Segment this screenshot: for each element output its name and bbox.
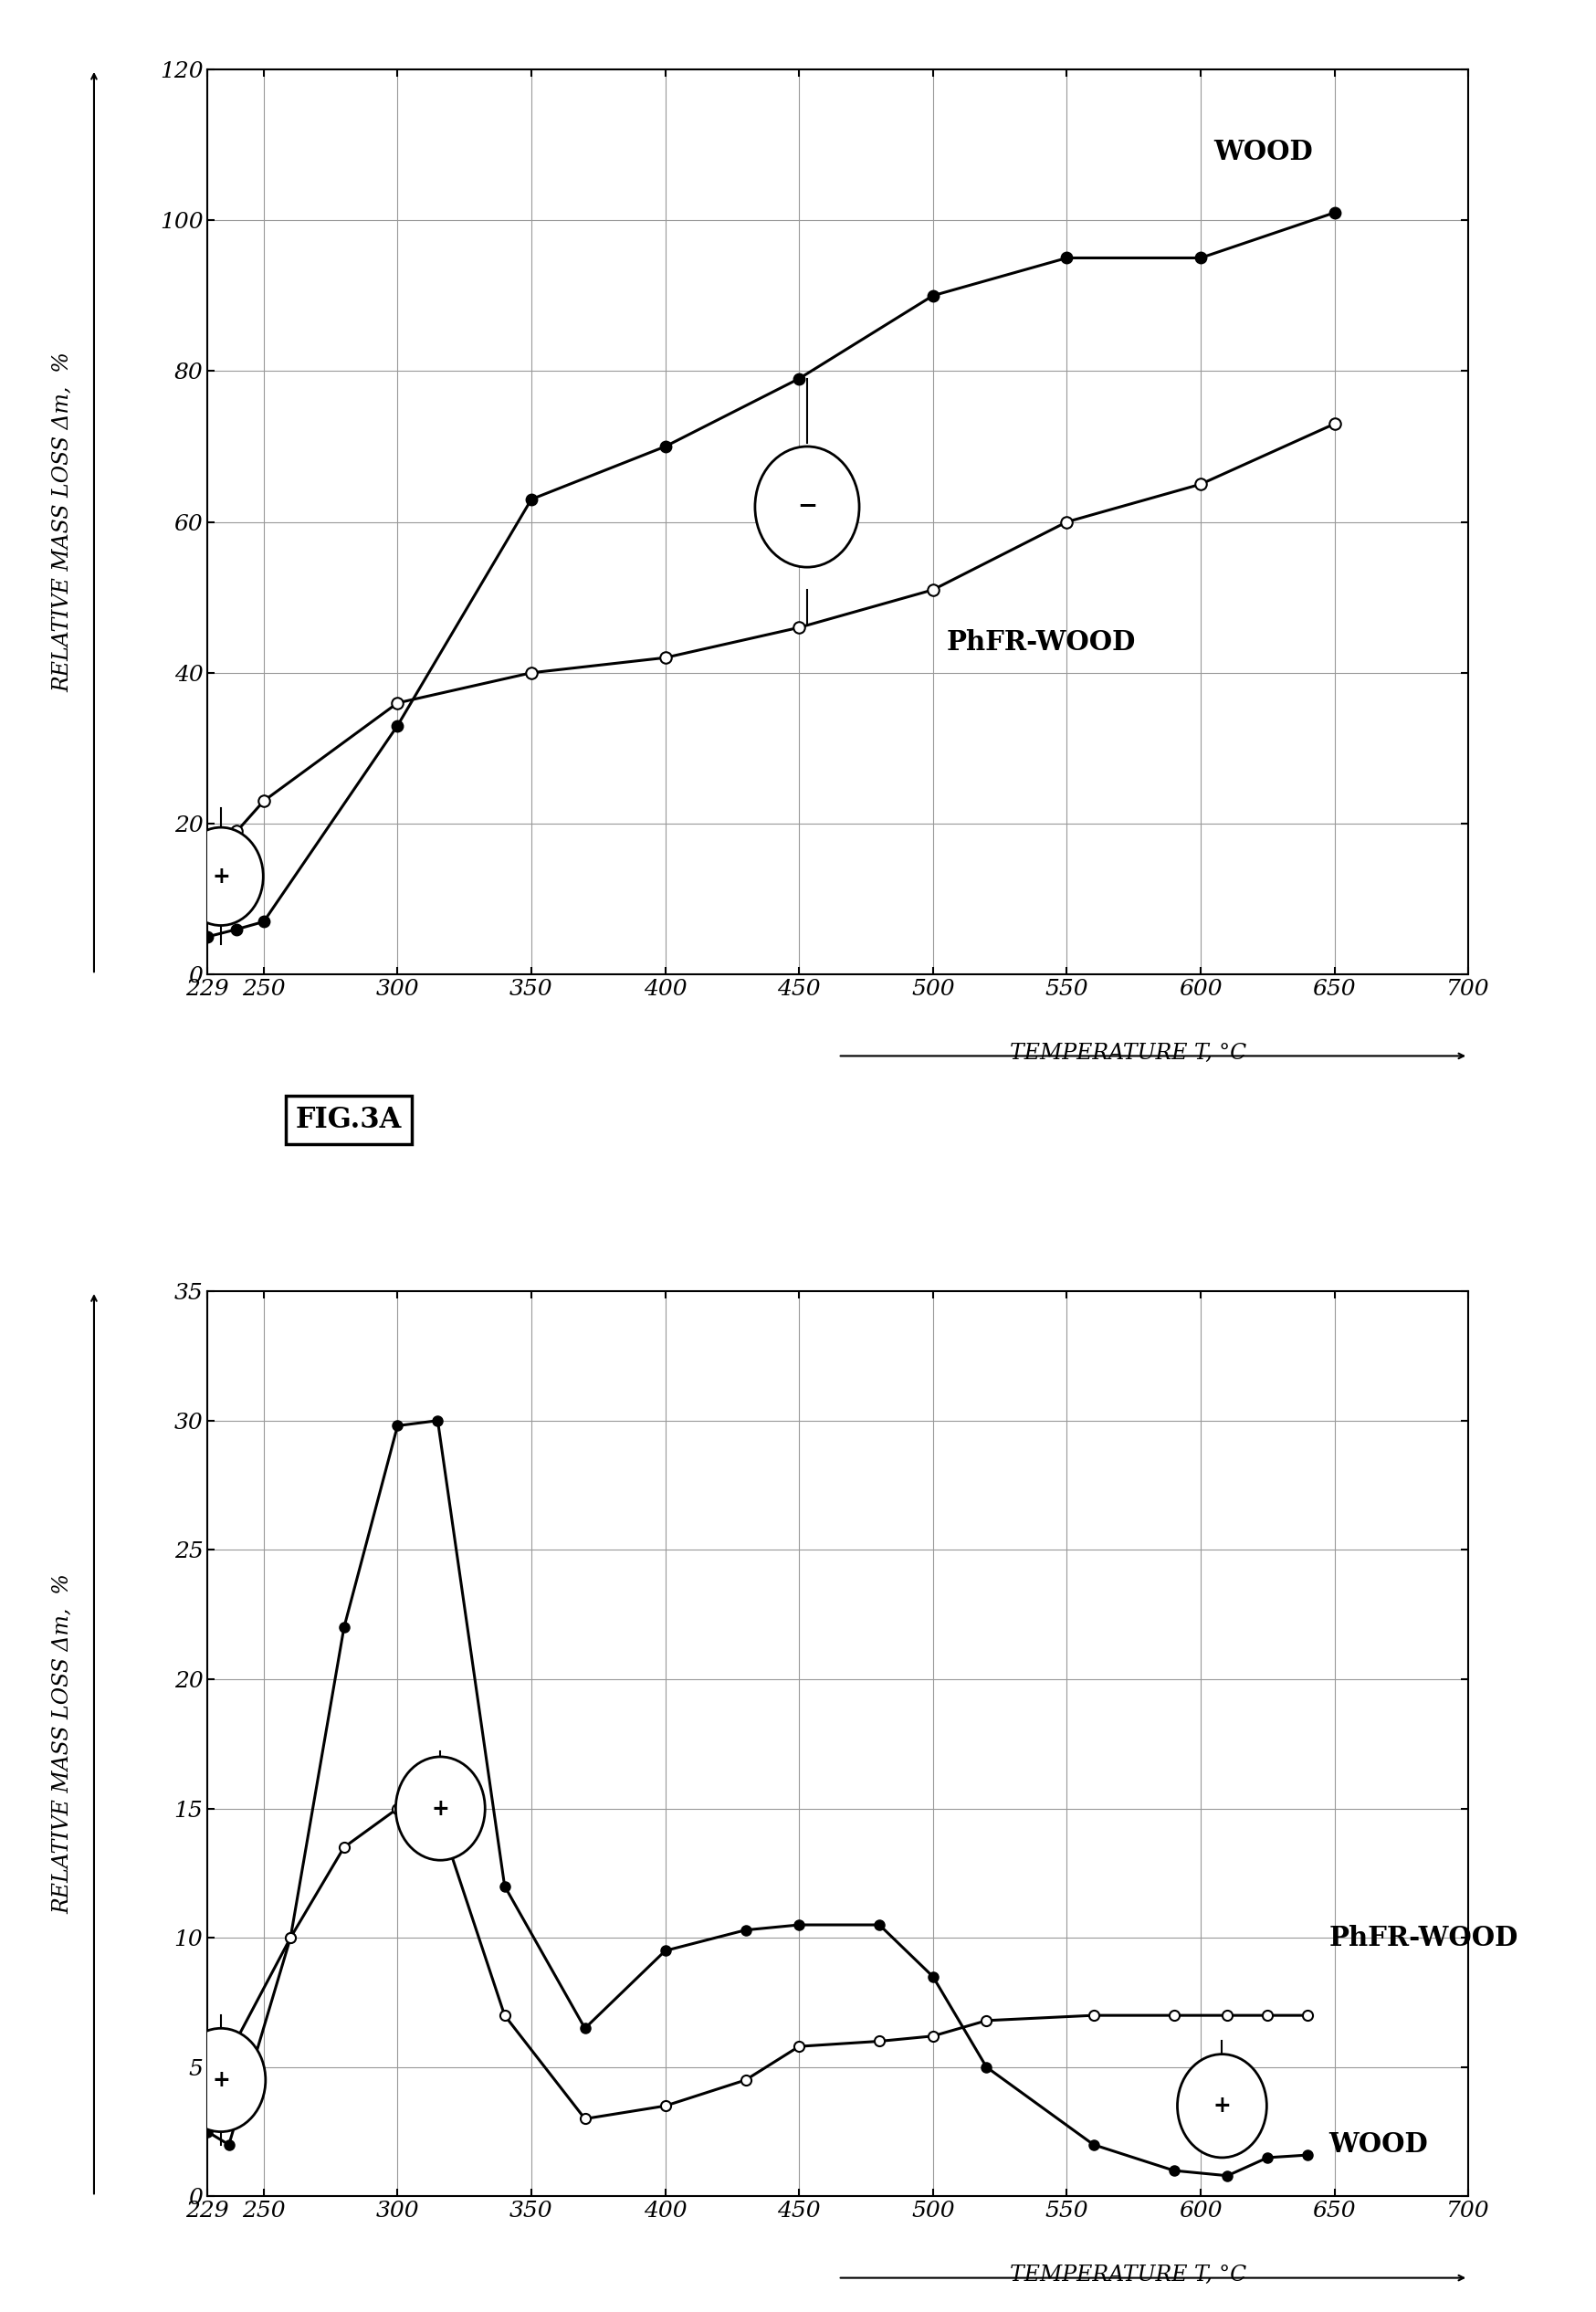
Text: PhFR-WOOD: PhFR-WOOD	[1329, 1924, 1518, 1951]
Ellipse shape	[1178, 2053, 1267, 2157]
Ellipse shape	[755, 446, 859, 566]
Text: −: −	[796, 495, 817, 518]
Text: PhFR-WOOD: PhFR-WOOD	[946, 629, 1136, 657]
Text: WOOD: WOOD	[1215, 139, 1314, 166]
Text: RELATIVE MASS LOSS Δm,  %: RELATIVE MASS LOSS Δm, %	[53, 1574, 73, 1914]
Text: TEMPERATURE T, °C: TEMPERATURE T, °C	[1010, 2263, 1246, 2284]
Ellipse shape	[176, 2028, 265, 2132]
Text: +: +	[1213, 2095, 1231, 2118]
Text: +: +	[212, 2069, 230, 2090]
Text: +: +	[212, 865, 230, 888]
Text: TEMPERATURE T, °C: TEMPERATURE T, °C	[1010, 1043, 1246, 1064]
Ellipse shape	[396, 1757, 485, 1861]
Text: WOOD: WOOD	[1329, 2132, 1428, 2157]
Text: FIG.3A: FIG.3A	[295, 1105, 402, 1133]
Ellipse shape	[179, 828, 263, 925]
Text: +: +	[431, 1796, 450, 1820]
Text: RELATIVE MASS LOSS Δm,  %: RELATIVE MASS LOSS Δm, %	[53, 351, 73, 691]
